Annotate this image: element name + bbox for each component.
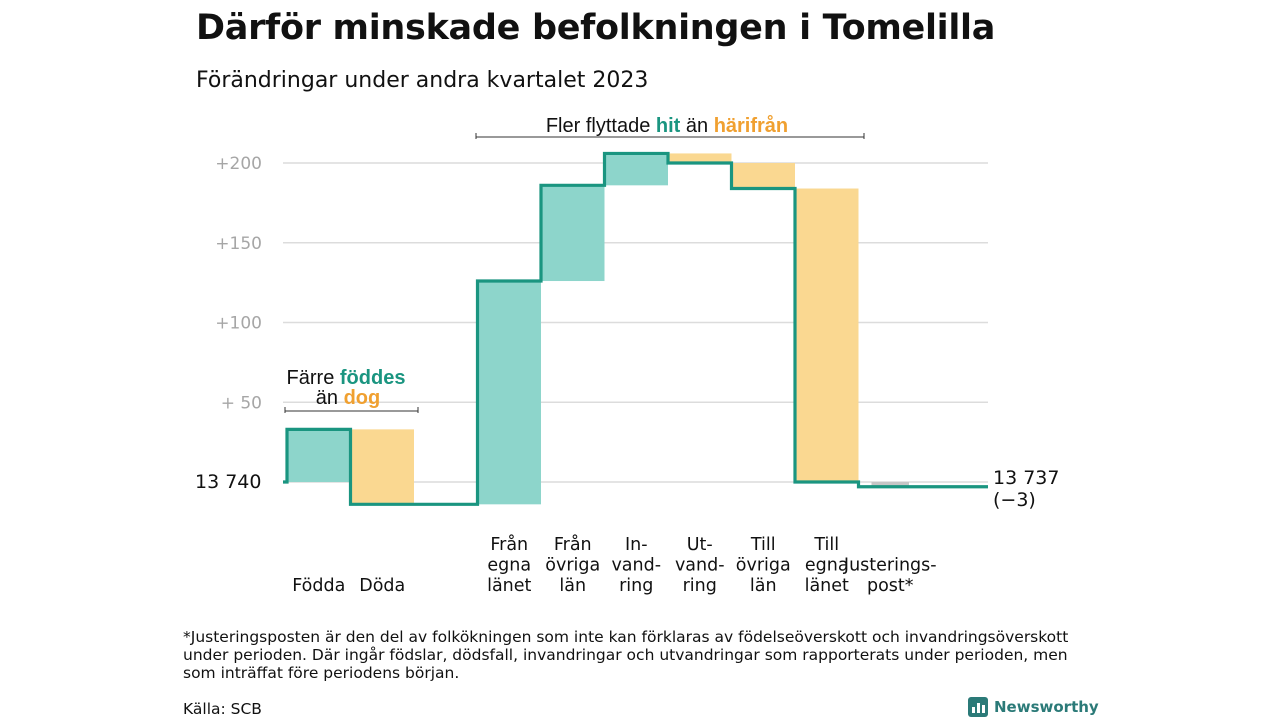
bar-från-egna-länet — [477, 281, 541, 505]
y-tick-label: +100 — [215, 314, 262, 334]
migration-annotation-down: härifrån — [714, 114, 788, 137]
category-label: Till övriga län — [736, 535, 791, 596]
category-label-line: Till — [750, 535, 776, 555]
migration-annotation-mid: än — [680, 115, 713, 137]
bar-från-övriga-län — [541, 185, 605, 282]
category-label: In-vand-ring — [611, 535, 661, 596]
category-label-line: In- — [625, 535, 648, 555]
migration-annotation-up: hit — [656, 115, 681, 137]
category-label-line: Döda — [359, 576, 405, 596]
bar-döda — [350, 429, 414, 505]
category-label: Från egna länet — [487, 534, 531, 596]
category-label-line: vand- — [675, 556, 725, 576]
chart-subtitle: Förändringar under andra kvartalet 2023 — [196, 68, 649, 93]
category-label-line: länet — [487, 576, 531, 596]
migration-annotation: Fler flyttade hit än härifrån — [546, 114, 788, 137]
migration-bracket — [475, 133, 865, 139]
category-label: Från övriga län — [545, 534, 600, 596]
births-annotation-line1: Färre föddes — [287, 367, 406, 389]
births-bracket — [284, 407, 419, 413]
end-value-label: 13 737 — [993, 467, 1059, 489]
category-label: Födda — [292, 576, 345, 596]
category-label-line: post* — [867, 576, 914, 596]
bar-födda — [287, 429, 351, 482]
category-label-line: Ut- — [687, 535, 713, 555]
category-label-line: övriga — [545, 556, 600, 576]
category-label-line: egna — [805, 556, 849, 576]
category-label-line: länet — [805, 576, 849, 596]
waterfall-line — [283, 151, 988, 506]
births-annotation-line2: än dog — [316, 387, 380, 409]
category-label-line: Till — [813, 535, 839, 555]
source-note: Källa: SCB — [183, 700, 262, 718]
category-label-line: Justerings- — [843, 556, 937, 576]
y-tick-label: +150 — [215, 234, 262, 254]
category-label: Ut-vand-ring — [675, 535, 725, 596]
bar-in-vandring — [604, 153, 668, 186]
births-annotation-down: dog — [344, 387, 381, 409]
category-label: Till egna länet — [805, 535, 849, 596]
start-value-label: 13 740 — [195, 471, 261, 493]
births-annotation-pre: Färre — [287, 367, 340, 389]
bar-ut-vandring — [668, 153, 732, 163]
footnote: *Justeringsposten är den del av folkökni… — [183, 628, 1069, 682]
category-label-line: Från — [490, 534, 528, 555]
y-tick-label: +200 — [215, 154, 262, 174]
y-tick-label: + 50 — [221, 393, 262, 413]
category-label-line: Födda — [292, 576, 345, 596]
category-label-line: egna — [487, 556, 531, 576]
births-annotation-up: föddes — [340, 367, 406, 389]
end-delta-label: (−3) — [993, 489, 1036, 511]
category-label-line: ring — [683, 576, 717, 596]
chart-title: Därför minskade befolkningen i Tomelilla — [196, 8, 996, 48]
category-label-line: vand- — [611, 556, 661, 576]
category-label-line: Från — [554, 534, 592, 555]
category-label-line: ring — [619, 576, 653, 596]
bar-till-egna-länet — [795, 188, 859, 482]
category-label-line: övriga — [736, 556, 791, 576]
bar-justerings-post- — [871, 482, 909, 487]
category-label-line: län — [750, 576, 777, 596]
births-annotation-pre2: än — [316, 387, 344, 409]
category-label-line: län — [559, 576, 586, 596]
category-label: Justerings-post* — [843, 556, 937, 597]
category-label: Döda — [359, 576, 405, 596]
brand-name: Newsworthy — [994, 698, 1099, 716]
bar-till-övriga-län — [731, 163, 795, 189]
newsworthy-logo-icon — [968, 697, 988, 717]
brand-logo: Newsworthy — [968, 697, 1099, 717]
migration-annotation-pre: Fler flyttade — [546, 115, 656, 137]
